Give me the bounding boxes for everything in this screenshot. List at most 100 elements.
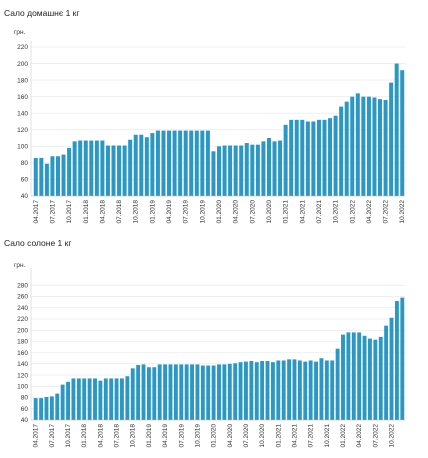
bar: 11.2017: 106: [72, 141, 77, 196]
y-tick-label: 260: [17, 294, 28, 301]
y-tick-label: 60: [21, 406, 29, 413]
bar: 09.2022: 200: [394, 63, 399, 197]
bar: 10.2022: 192: [400, 70, 405, 196]
bar: 06.2018: 114: [109, 378, 114, 420]
bar: 05.2022: 190: [362, 335, 367, 420]
bar: 09.2019: 119: [194, 130, 199, 196]
bar: 11.2018: 114: [139, 134, 144, 196]
bar: 04.2018: 110: [98, 380, 103, 420]
bar: 02.2019: 134: [152, 367, 157, 420]
y-tick-label: 80: [21, 395, 29, 402]
bar: 08.2021: 144: [314, 361, 318, 420]
x-tick-label: 04.2022: [366, 200, 373, 224]
bar: 12.2017: 114: [76, 378, 81, 420]
bar: 02.2021: 146: [281, 360, 286, 420]
bar: 11.2017: 114: [71, 378, 76, 420]
y-tick-label: 140: [17, 361, 28, 368]
bar: 08.2019: 139: [184, 364, 189, 420]
bar: 11.2019: 137: [200, 365, 205, 420]
bar: 02.2019: 119: [155, 130, 160, 196]
x-axis: 04.2017 07.2017 10.2017 01.2018 04.2018 07.20…: [33, 200, 406, 224]
bar: 06.2017: 81: [44, 396, 49, 420]
x-tick-label: 10.2018: [133, 200, 140, 224]
y-tick-label: 200: [17, 61, 28, 68]
bar: 03.2019: 119: [161, 130, 166, 196]
bar: 05.2017: 86: [39, 157, 44, 196]
bar: 07.2017: 82: [49, 396, 54, 420]
bar: 03.2021: 148: [287, 359, 292, 420]
bar: 03.2019: 139: [157, 364, 162, 420]
x-tick-label: 07.2021: [316, 200, 323, 224]
bar: 05.2020: 141: [233, 363, 238, 420]
bar: 04.2021: 148: [292, 359, 297, 420]
bar: 01.2021: 146: [276, 360, 281, 420]
bar: 01.2019: 116: [150, 133, 155, 196]
bar: 11.2022: 252: [394, 300, 399, 420]
y-tick-label: 100: [17, 384, 28, 391]
bar-series: 04.2017: 8605.2017: 8606.2017: 7907.2017…: [33, 63, 405, 197]
x-tick-label: 10.2020: [259, 424, 266, 448]
bar: 12.2018: 111: [144, 137, 149, 196]
x-tick-label: 04.2020: [233, 200, 240, 224]
x-tick-label: 10.2022: [399, 200, 406, 224]
bar: 09.2019: 139: [190, 364, 194, 420]
bar: 07.2020: 144: [244, 361, 248, 420]
chart-2-title: Сало солоне 1 кг: [4, 238, 72, 248]
bar: 05.2021: 130: [305, 121, 310, 196]
bar: 11.2021: 148: [339, 106, 344, 196]
bar: 10.2020: 145: [260, 361, 265, 420]
bar: 09.2021: 150: [319, 358, 324, 420]
x-tick-label: 04.2018: [99, 200, 106, 224]
x-tick-label: 10.2017: [66, 200, 73, 224]
bar: undefined: 258: [400, 297, 405, 420]
bar: 03.2018: 114: [93, 378, 97, 420]
bar: 01.2022: 192: [341, 334, 345, 420]
bar: 09.2020: 143: [254, 362, 259, 420]
bar: 07.2021: 132: [316, 119, 321, 196]
bar: 06.2022: 185: [368, 338, 372, 420]
bar: 01.2020: 137: [211, 365, 216, 420]
bar: 06.2019: 119: [178, 130, 183, 196]
x-tick-label: 01.2022: [349, 200, 356, 224]
bar: 04.2021: 132: [300, 119, 305, 196]
bar: 10.2018: 114: [133, 134, 138, 196]
bar: 06.2020: 143: [238, 362, 243, 420]
x-tick-label: 10.2019: [194, 424, 201, 448]
bar: 07.2022: 183: [373, 339, 378, 420]
bar: 04.2020: 140: [227, 363, 232, 420]
x-tick-label: 04.2022: [356, 424, 363, 448]
bar: 12.2021: 154: [344, 101, 349, 196]
x-tick-label: 07.2019: [183, 200, 190, 224]
bar: 02.2018: 114: [87, 378, 92, 420]
x-tick-label: 07.2018: [114, 424, 121, 448]
x-tick-label: 07.2017: [49, 200, 56, 224]
bar: 08.2020: 145: [249, 361, 254, 420]
bar: 01.2018: 114: [82, 378, 87, 420]
x-tick-label: 07.2017: [49, 424, 56, 448]
bar: 09.2017: 103: [60, 384, 65, 420]
bar: 12.2018: 139: [141, 364, 146, 420]
bar: 11.2019: 119: [205, 130, 210, 196]
bar: 02.2021: 132: [289, 119, 294, 196]
bar: 02.2018: 107: [89, 140, 94, 196]
bar: 11.2020: 145: [265, 361, 270, 420]
bar: 09.2018: 118: [125, 376, 130, 420]
bar: 04.2017: 86: [33, 157, 38, 196]
bar: 04.2022: 160: [366, 96, 371, 196]
bar: 08.2019: 119: [189, 130, 194, 196]
bar: 05.2019: 139: [168, 364, 173, 420]
bar: 03.2022: 196: [351, 332, 356, 420]
bar: 07.2021: 146: [308, 360, 313, 420]
x-tick-label: 04.2017: [33, 424, 40, 448]
y-tick-label: 160: [17, 94, 28, 101]
bar: 05.2021: 146: [297, 360, 302, 420]
bar: 10.2021: 146: [324, 360, 329, 420]
x-tick-label: 07.2020: [249, 200, 256, 224]
bar: 03.2020: 139: [222, 364, 227, 420]
bar: 03.2022: 160: [361, 96, 366, 196]
x-tick-label: 01.2021: [283, 200, 290, 224]
bar: 08.2021: 132: [322, 119, 327, 196]
y-tick-label: 220: [17, 316, 28, 323]
bar: 08.2022: 188: [378, 336, 383, 420]
bar: 01.2019: 134: [146, 367, 151, 420]
